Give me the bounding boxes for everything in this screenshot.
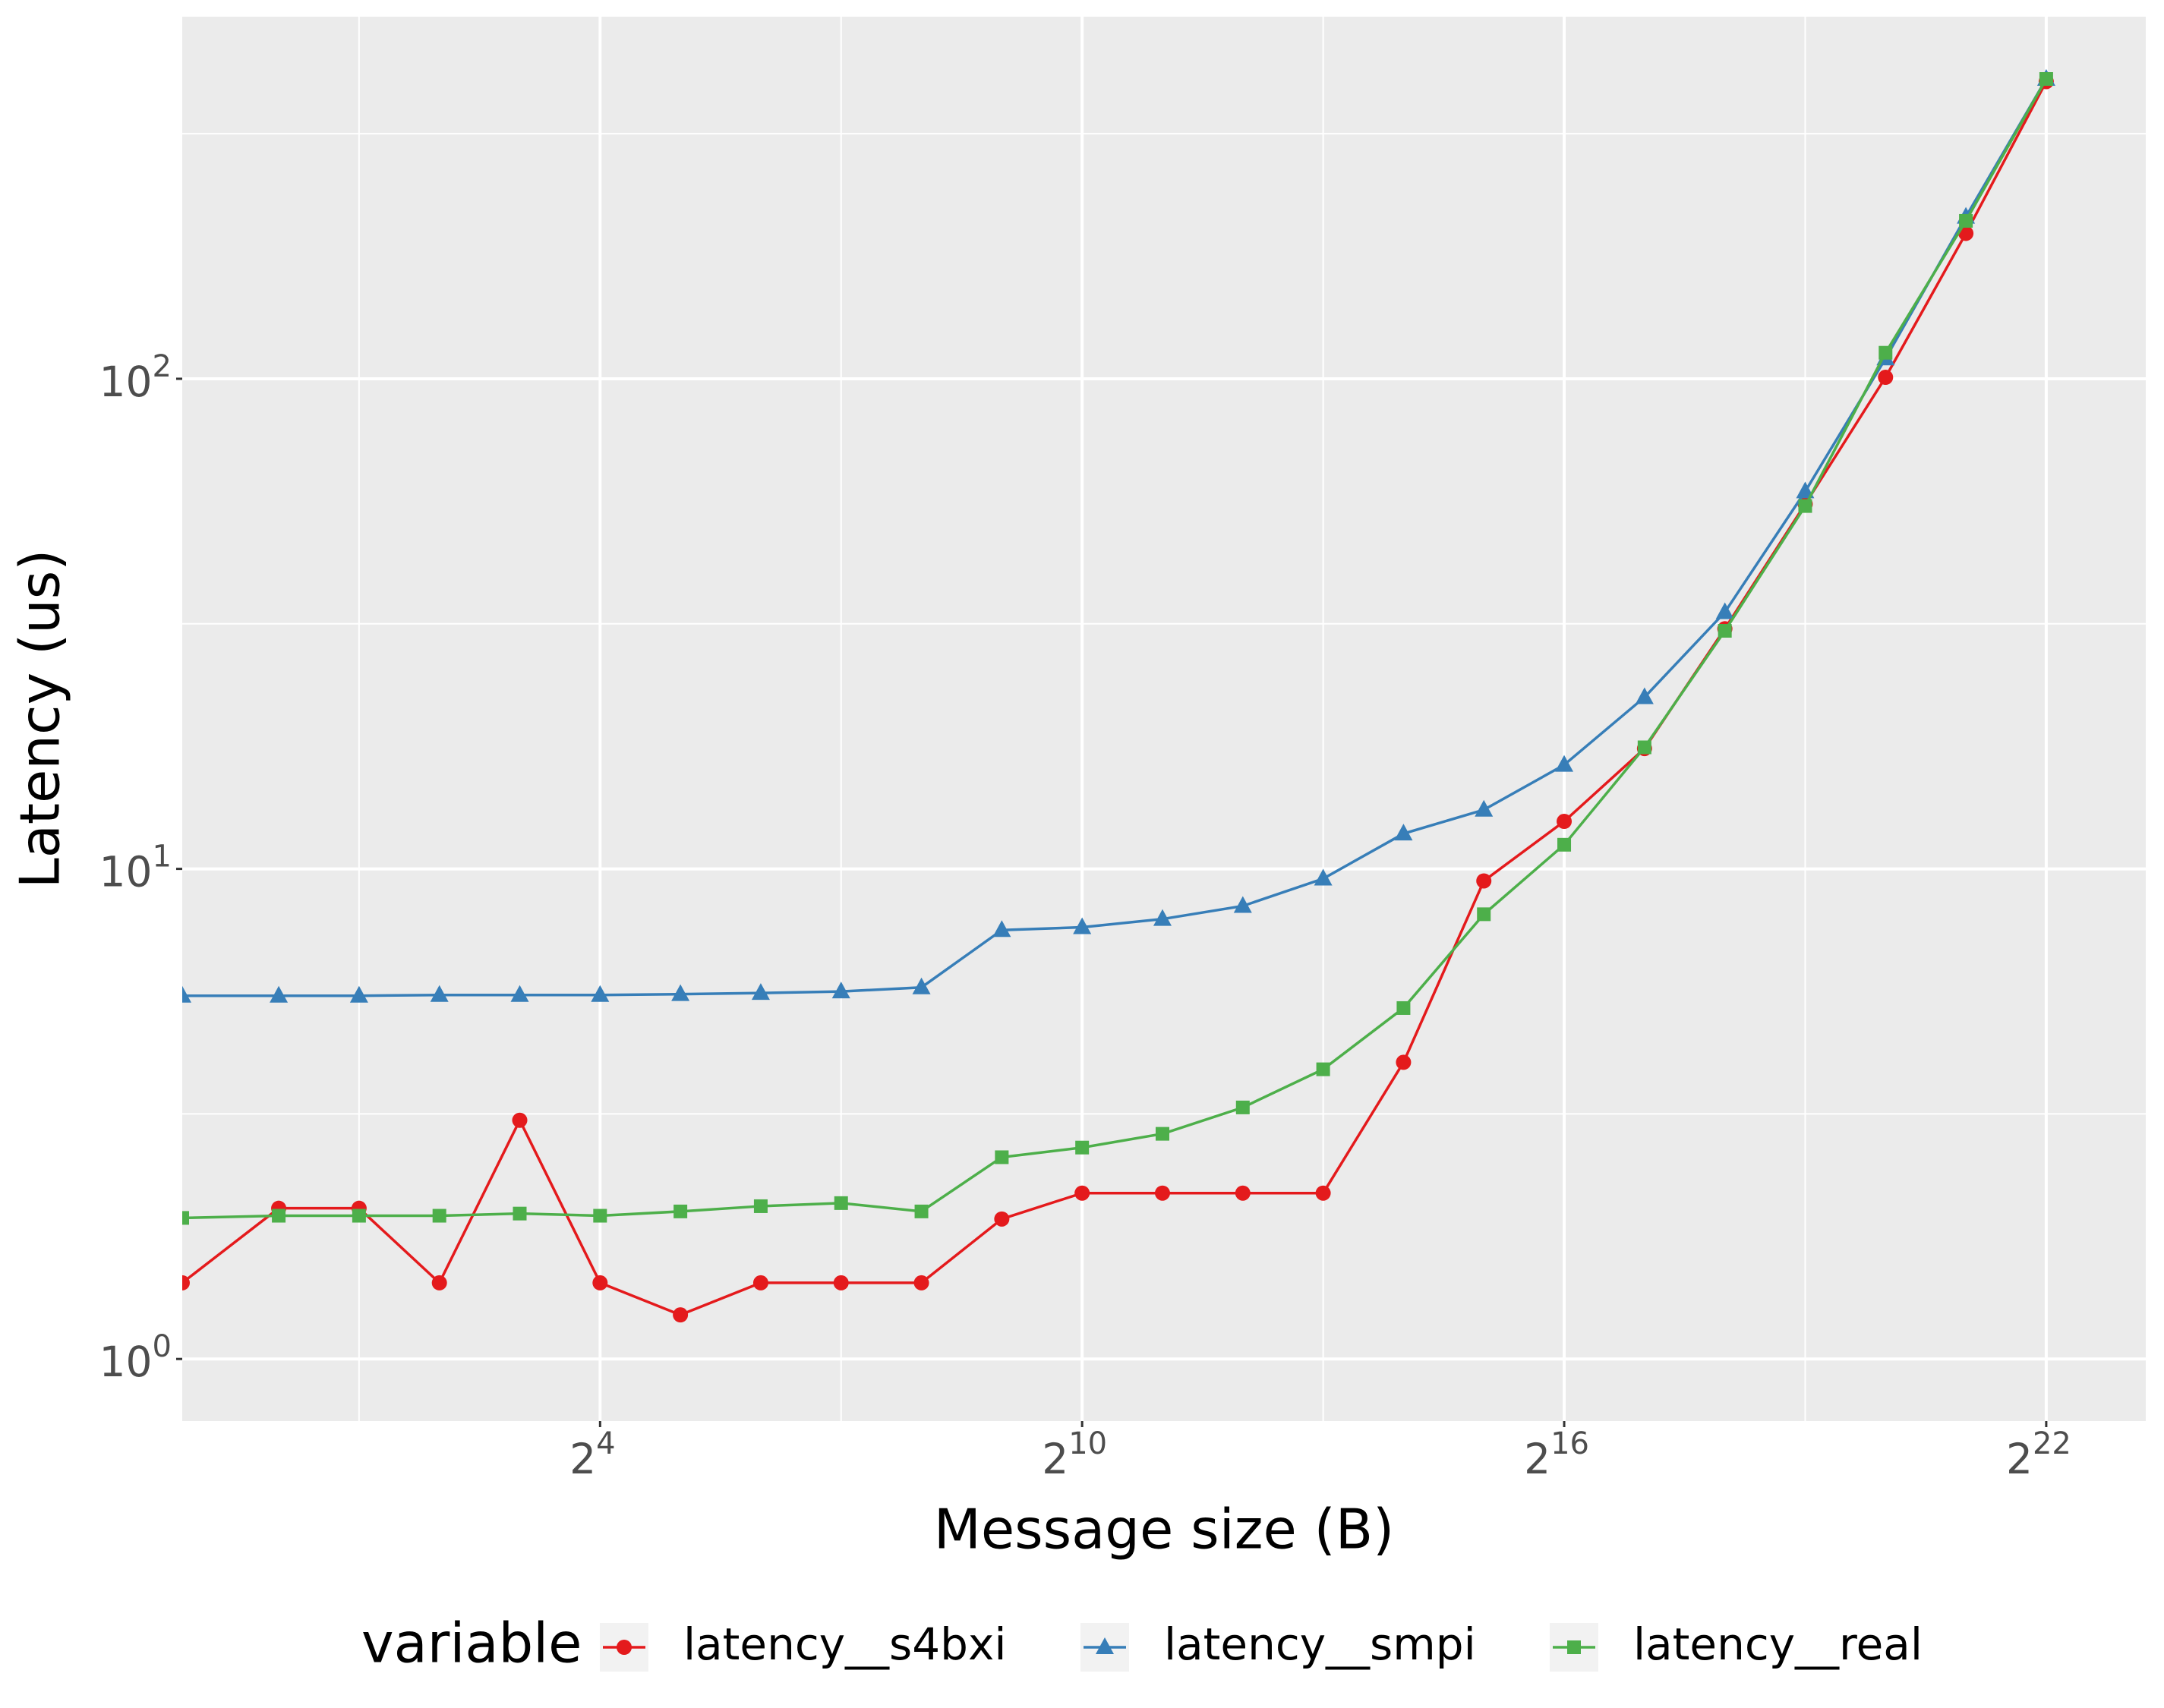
point xyxy=(834,1196,848,1210)
point xyxy=(617,1640,632,1655)
point xyxy=(1316,1062,1330,1076)
point xyxy=(2039,72,2053,87)
point xyxy=(914,1204,929,1218)
y-tick-label: 102 xyxy=(99,349,172,406)
point xyxy=(1959,213,1973,228)
point xyxy=(1075,1140,1090,1155)
point xyxy=(1879,345,1893,360)
point xyxy=(1557,837,1572,852)
point xyxy=(831,982,850,999)
point xyxy=(995,1150,1009,1164)
x-tick-label: 222 xyxy=(2006,1426,2071,1483)
point xyxy=(352,1209,366,1223)
point xyxy=(1555,755,1574,772)
point xyxy=(591,985,610,1002)
point xyxy=(1394,824,1413,841)
point xyxy=(1635,687,1654,704)
point xyxy=(1715,602,1734,619)
y-tick-label: 101 xyxy=(99,840,172,897)
point xyxy=(431,1275,447,1290)
x-tick-label: 24 xyxy=(569,1426,615,1483)
point xyxy=(432,1209,446,1223)
point xyxy=(592,1275,608,1290)
point xyxy=(1476,873,1492,889)
point xyxy=(1798,499,1812,513)
legend-label: latency__real xyxy=(1633,1618,1923,1670)
point xyxy=(349,985,368,1003)
x-axis-title: Message size (B) xyxy=(934,1498,1395,1561)
point xyxy=(1314,868,1333,886)
point xyxy=(510,985,529,1002)
point xyxy=(992,920,1011,938)
line xyxy=(182,78,2048,997)
point xyxy=(1153,909,1172,926)
point xyxy=(1637,740,1651,755)
point xyxy=(272,1209,286,1223)
series xyxy=(182,72,2053,1225)
point xyxy=(673,1204,688,1218)
point xyxy=(1718,624,1732,638)
point xyxy=(752,1275,768,1290)
point xyxy=(1233,896,1252,913)
point xyxy=(833,1275,849,1290)
point xyxy=(430,985,449,1002)
x-tick-label: 210 xyxy=(1042,1426,1107,1483)
y-axis-title: Latency (us) xyxy=(8,550,72,889)
point xyxy=(673,1307,689,1323)
point xyxy=(1557,814,1573,830)
point xyxy=(1567,1640,1581,1654)
point xyxy=(1235,1100,1250,1114)
point xyxy=(182,985,191,1003)
point xyxy=(753,1199,768,1213)
point xyxy=(912,977,931,994)
point xyxy=(913,1275,929,1290)
point xyxy=(182,1275,190,1290)
point xyxy=(671,984,690,1001)
point xyxy=(593,1209,607,1223)
y-tick-label: 100 xyxy=(99,1329,172,1386)
point xyxy=(751,983,770,1001)
point xyxy=(1477,907,1491,922)
point xyxy=(1396,1001,1411,1015)
point xyxy=(1096,1637,1114,1654)
point xyxy=(513,1206,527,1221)
legend-label: latency__s4bxi xyxy=(683,1618,1006,1670)
legend-title: variable xyxy=(361,1612,582,1675)
point xyxy=(1475,799,1494,817)
point xyxy=(1074,1185,1090,1201)
point xyxy=(1235,1185,1251,1201)
plot-background xyxy=(182,17,2146,1421)
point xyxy=(1796,481,1815,499)
point xyxy=(1878,370,1894,386)
x-tick-label: 216 xyxy=(1524,1426,1589,1483)
point xyxy=(1154,1185,1170,1201)
point xyxy=(1396,1054,1412,1070)
point xyxy=(182,1211,189,1225)
point xyxy=(1315,1185,1331,1201)
point xyxy=(1073,917,1092,934)
point xyxy=(512,1112,528,1128)
point xyxy=(994,1211,1010,1227)
line xyxy=(182,78,2048,1220)
point xyxy=(270,985,289,1003)
point xyxy=(1155,1127,1169,1141)
legend-label: latency__smpi xyxy=(1164,1618,1476,1670)
